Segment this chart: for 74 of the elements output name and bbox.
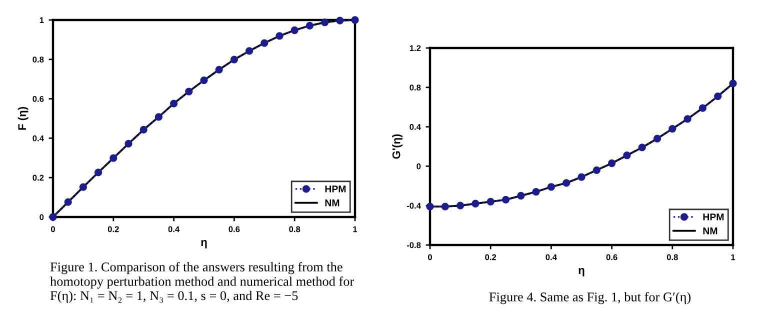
point	[456, 202, 464, 210]
y-tick-label: 1.2	[410, 45, 421, 52]
point	[486, 198, 494, 206]
point	[230, 56, 238, 64]
point	[290, 26, 298, 34]
point	[200, 76, 208, 84]
point	[729, 80, 737, 88]
y-tick-label: 0.4	[410, 124, 421, 130]
point	[215, 66, 223, 74]
x-tick-label: 0	[51, 226, 55, 232]
point	[306, 22, 314, 30]
legend-label: HPM	[325, 186, 346, 192]
point	[260, 39, 268, 47]
point	[668, 124, 676, 133]
point	[472, 200, 480, 208]
y-tick-label: 0.8	[32, 56, 44, 62]
x-tick-label: 0	[428, 254, 432, 260]
point	[185, 88, 193, 96]
point	[592, 166, 600, 174]
point	[276, 32, 284, 40]
y-tick-label: 0.6	[32, 96, 44, 102]
point	[684, 115, 692, 123]
y-tick-label: 1	[40, 17, 44, 24]
point	[124, 140, 132, 148]
point	[64, 198, 72, 206]
point	[714, 92, 722, 100]
y-axis-title: F (η)	[18, 107, 28, 130]
x-tick-label: 0.2	[108, 226, 119, 232]
y-tick-label: -0.4	[406, 202, 421, 209]
point	[562, 179, 570, 187]
point	[245, 47, 254, 55]
point	[170, 100, 178, 108]
point	[79, 183, 88, 191]
y-tick-label: 0.2	[32, 174, 44, 181]
point	[532, 188, 540, 196]
y-tick-label: 0.4	[32, 135, 44, 142]
x-axis-title: η	[201, 240, 207, 248]
legend-label: NM	[325, 200, 340, 206]
point	[154, 113, 163, 121]
point	[320, 18, 329, 26]
y-tick-label: -0.8	[406, 242, 421, 248]
point	[517, 192, 525, 200]
y-axis-title: G'(η)	[392, 134, 402, 159]
legend-label: HPM	[703, 214, 724, 220]
caption: Figure 1. Comparison of the answers resulting from the homotopy perturbation method and numerical method for F(η): N₁ = N₂ = 1, N₃ = 0.1, s = 0, and Re = −5	[50, 262, 354, 303]
x-tick-label: 1	[353, 226, 358, 232]
x-tick-label: 0.6	[228, 226, 240, 232]
point	[653, 134, 662, 142]
y-tick-label: 0	[416, 163, 421, 170]
point	[441, 202, 449, 210]
point	[638, 144, 646, 152]
x-tick-label: 0.4	[168, 226, 180, 232]
caption: Figure 4. Same as Fig. 1, but for G′(η)	[489, 292, 691, 304]
legend-label: NM	[703, 228, 718, 234]
y-tick-label: 0.8	[410, 84, 421, 90]
point	[94, 168, 102, 176]
point	[698, 104, 707, 112]
point	[547, 183, 556, 191]
x-tick-label: 0.6	[606, 254, 618, 260]
x-tick-label: 0.8	[289, 226, 300, 232]
point	[351, 16, 359, 24]
point	[336, 16, 344, 24]
y-tick-label: 0	[40, 214, 44, 220]
x-tick-label: 0.2	[485, 254, 496, 260]
x-axis-title: η	[578, 268, 584, 276]
point	[623, 152, 631, 160]
point	[608, 159, 616, 168]
point	[140, 126, 148, 134]
point	[578, 173, 586, 181]
x-tick-label: 0.4	[546, 254, 557, 260]
point	[502, 196, 510, 204]
x-tick-label: 0.8	[666, 254, 678, 260]
x-tick-label: 1	[731, 254, 736, 260]
point	[110, 154, 118, 162]
